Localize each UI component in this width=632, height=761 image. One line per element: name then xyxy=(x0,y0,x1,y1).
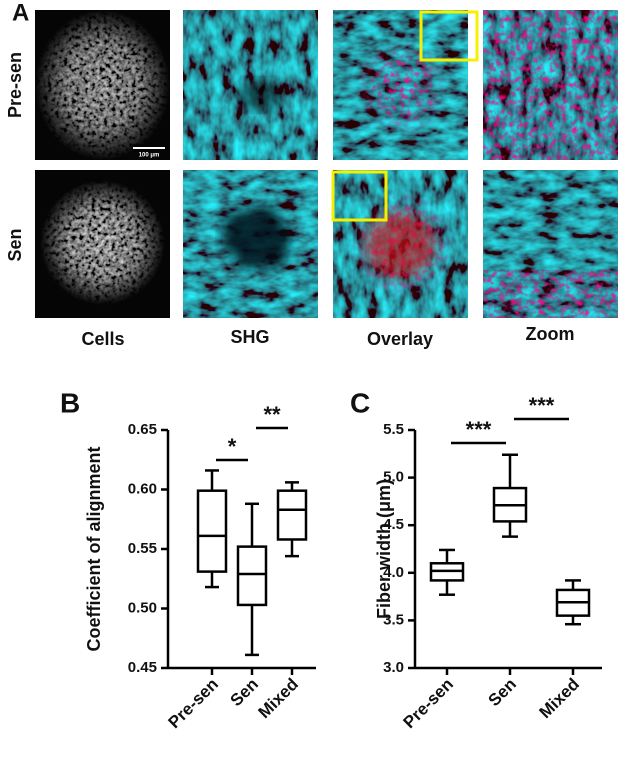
box xyxy=(236,545,268,607)
column-label: Zoom xyxy=(526,324,575,344)
zoom-cells xyxy=(483,10,618,160)
micrograph-row xyxy=(35,170,618,318)
y-tick-label: 4.5 xyxy=(383,516,404,533)
row-label: Pre-sen xyxy=(5,52,25,118)
significance-label: *** xyxy=(466,417,492,442)
panel-label: C xyxy=(350,387,370,418)
y-tick-label: 4.0 xyxy=(383,564,404,581)
x-tick-label: Pre-sen xyxy=(164,675,222,733)
x-tick-label: Mixed xyxy=(535,675,583,723)
overlay-cells xyxy=(365,212,435,278)
panel-label: B xyxy=(60,387,80,418)
y-tick-label: 3.0 xyxy=(383,659,404,676)
box xyxy=(196,489,228,573)
box xyxy=(276,489,308,541)
column-label: Overlay xyxy=(367,329,433,349)
y-tick-label: 0.60 xyxy=(128,480,157,497)
y-tick-label: 3.5 xyxy=(383,611,404,628)
x-tick-label: Pre-sen xyxy=(399,675,457,733)
micrograph-row: 100 μm xyxy=(35,10,618,160)
y-tick-label: 0.50 xyxy=(128,599,157,616)
y-tick-label: 0.45 xyxy=(128,659,157,676)
x-tick-label: Sen xyxy=(227,675,262,710)
row-label: Sen xyxy=(5,228,25,261)
significance-label: ** xyxy=(263,402,281,427)
shg-void xyxy=(222,205,292,270)
overlay-cells xyxy=(355,40,450,135)
y-tick-label: 0.65 xyxy=(128,421,157,438)
cells-texture xyxy=(40,180,165,305)
column-label: Cells xyxy=(81,329,124,349)
y-tick-label: 5.5 xyxy=(383,421,404,438)
cells-texture xyxy=(35,10,170,160)
panel-label: A xyxy=(12,0,29,26)
zoom-box xyxy=(331,170,388,222)
zoom-cells xyxy=(483,270,618,318)
column-label: SHG xyxy=(230,327,269,347)
x-tick-label: Mixed xyxy=(254,675,302,723)
shg-void xyxy=(238,79,282,111)
significance-label: *** xyxy=(529,393,555,418)
significance-label: * xyxy=(228,434,237,459)
zoom-box xyxy=(419,10,479,62)
y-axis-title: Coefficient of alignment xyxy=(84,446,104,651)
y-tick-label: 0.55 xyxy=(128,540,157,557)
y-tick-label: 5.0 xyxy=(383,469,404,486)
scale-bar-label: 100 μm xyxy=(139,153,160,159)
y-axis-title: Fiber width (μm) xyxy=(374,479,394,619)
x-tick-label: Sen xyxy=(485,675,520,710)
